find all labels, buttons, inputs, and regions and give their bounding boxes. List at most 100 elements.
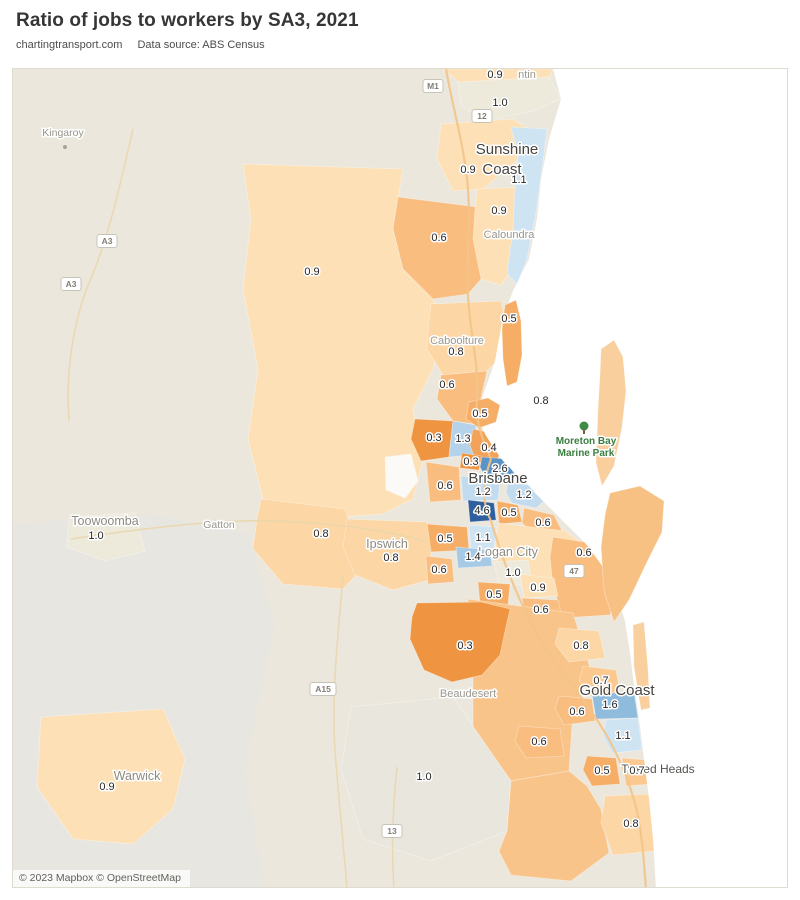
tree-icon xyxy=(579,421,589,431)
ratio-label: 0.7 xyxy=(593,675,608,687)
road-line xyxy=(67,128,134,422)
shield-label: A3 xyxy=(102,236,113,246)
ratio-label: 1.1 xyxy=(511,174,526,186)
island-stradbroke xyxy=(600,485,665,623)
ratio-label: 1.1 xyxy=(615,730,630,742)
island-bribie[interactable] xyxy=(501,299,523,387)
ratio-label: 0.9 xyxy=(304,266,319,278)
sa3-region-0.9[interactable] xyxy=(36,708,186,845)
shield-label: M1 xyxy=(427,81,439,91)
ratio-label: 1.2 xyxy=(516,489,531,501)
island-moreton xyxy=(595,339,627,488)
ratio-label: 1.0 xyxy=(492,97,507,109)
road-shield-13: 13 xyxy=(381,824,403,838)
road-shield-47: 47 xyxy=(563,564,585,578)
ratio-label: 4.6 xyxy=(474,505,489,517)
ratio-label: 0.8 xyxy=(573,640,588,652)
sa3-region-1.2[interactable] xyxy=(460,475,501,502)
island-spit xyxy=(632,621,651,711)
shield-label: 13 xyxy=(387,826,397,836)
ratio-label: 0.8 xyxy=(623,818,638,830)
ratio-label: 0.6 xyxy=(431,232,446,244)
road-line xyxy=(333,574,348,887)
sa3-region-1.4[interactable] xyxy=(455,546,493,569)
place-label-brisbane: Brisbane xyxy=(468,470,527,487)
ratio-label: 0.9 xyxy=(460,164,475,176)
choropleth-map[interactable]: M1 12 A3 A3 47 A15 13 ntin Kingaroy Sunshine Coast… xyxy=(13,69,788,888)
sa3-region-0.9[interactable] xyxy=(519,573,559,599)
map-canvas[interactable]: M1 12 A3 A3 47 A15 13 ntin Kingaroy Sunshine Coast… xyxy=(12,68,788,888)
place-label-beaudesert: Beaudesert xyxy=(440,688,496,700)
ratio-label: 0.5 xyxy=(437,533,452,545)
sa3-region-0.3[interactable] xyxy=(459,452,482,471)
ratio-label: 0.9 xyxy=(491,205,506,217)
shield-label: A3 xyxy=(66,279,77,289)
sa3-region-1.0[interactable] xyxy=(66,512,146,562)
ratio-label: 0.5 xyxy=(594,765,609,777)
place-label-tweed-heads: Tweed Heads xyxy=(621,762,694,776)
road-shield-A15: A15 xyxy=(309,682,337,696)
sa3-region-0.5[interactable] xyxy=(582,755,621,787)
ratio-label: 0.9 xyxy=(530,582,545,594)
place-label-warwick: Warwick xyxy=(114,769,162,783)
sa3-region-1.1[interactable] xyxy=(468,524,497,551)
road-shield-A3: A3 xyxy=(60,277,82,291)
road-line xyxy=(444,69,493,460)
sa3-region-0.6[interactable] xyxy=(425,461,462,503)
road-shield-A3: A3 xyxy=(96,234,118,248)
ratio-label: 0.7 xyxy=(629,765,644,777)
ratio-label: 0.9 xyxy=(487,69,502,81)
ratio-label: 1.3 xyxy=(455,433,470,445)
place-label-coast: Coast xyxy=(482,161,522,178)
ratio-label: 0.3 xyxy=(426,432,441,444)
shield-box xyxy=(563,564,585,578)
ratio-label: 0.8 xyxy=(383,552,398,564)
ratio-label: 1.0 xyxy=(416,771,431,783)
attribution-text: © 2023 Mapbox © OpenStreetMap xyxy=(19,872,181,884)
shield-label: 47 xyxy=(569,566,579,576)
sa3-region-0.6[interactable] xyxy=(514,725,565,759)
ratio-label: 0.6 xyxy=(535,517,550,529)
sa3-region-0.8[interactable] xyxy=(426,300,506,376)
place-label-caboolture: Caboolture xyxy=(430,335,484,347)
page-title: Ratio of jobs to workers by SA3, 2021 xyxy=(16,10,359,31)
sa3-region-0.5[interactable] xyxy=(496,500,523,525)
ratio-label: 0.6 xyxy=(569,706,584,718)
sa3-region-0.8[interactable] xyxy=(554,627,606,663)
shield-label: 12 xyxy=(477,111,487,121)
ratio-label: 0.5 xyxy=(472,408,487,420)
place-label-sunshine: Sunshine xyxy=(476,141,539,158)
place-label-gold-coast: Gold Coast xyxy=(579,682,655,699)
ratio-label: 1.4 xyxy=(465,551,480,563)
shield-box xyxy=(422,79,444,93)
sa3-region-0.3[interactable] xyxy=(410,418,454,462)
ratio-label: 1.0 xyxy=(505,567,520,579)
ratio-label: 0.6 xyxy=(576,547,591,559)
ratio-label: 2.6 xyxy=(492,463,507,475)
water-moreton-bay xyxy=(479,69,787,887)
place-label-toowoomba: Toowoomba xyxy=(71,514,138,528)
ratio-label: 1.0 xyxy=(88,530,103,542)
ratio-label: 0.8 xyxy=(533,395,548,407)
ratio-label: 0.5 xyxy=(501,313,516,325)
ratio-label: 0.9 xyxy=(99,781,114,793)
subtitle: chartingtransport.com Data source: ABS C… xyxy=(16,39,359,51)
shield-box xyxy=(381,824,403,838)
data-source-text: Data source: ABS Census xyxy=(137,39,265,51)
park-label-line1: Moreton Bay xyxy=(556,436,617,447)
map-attribution: © 2023 Mapbox © OpenStreetMap xyxy=(13,870,190,887)
ratio-label: 0.5 xyxy=(486,589,501,601)
ratio-label: 0.6 xyxy=(437,480,452,492)
sa3-region-0.3[interactable] xyxy=(409,601,511,683)
place-label-logan-city: Logan City xyxy=(478,545,539,559)
road-line xyxy=(70,519,426,542)
sa3-region-0.6[interactable] xyxy=(425,555,455,585)
road-shield-M1: M1 xyxy=(422,79,444,93)
ratio-label: 0.8 xyxy=(313,528,328,540)
shield-box xyxy=(309,682,337,696)
ratio-label: 0.6 xyxy=(431,564,446,576)
sa3-region-0.9[interactable] xyxy=(442,69,554,83)
place-label-caloundra: Caloundra xyxy=(484,229,536,241)
sa3-region-0.5[interactable] xyxy=(465,397,501,429)
